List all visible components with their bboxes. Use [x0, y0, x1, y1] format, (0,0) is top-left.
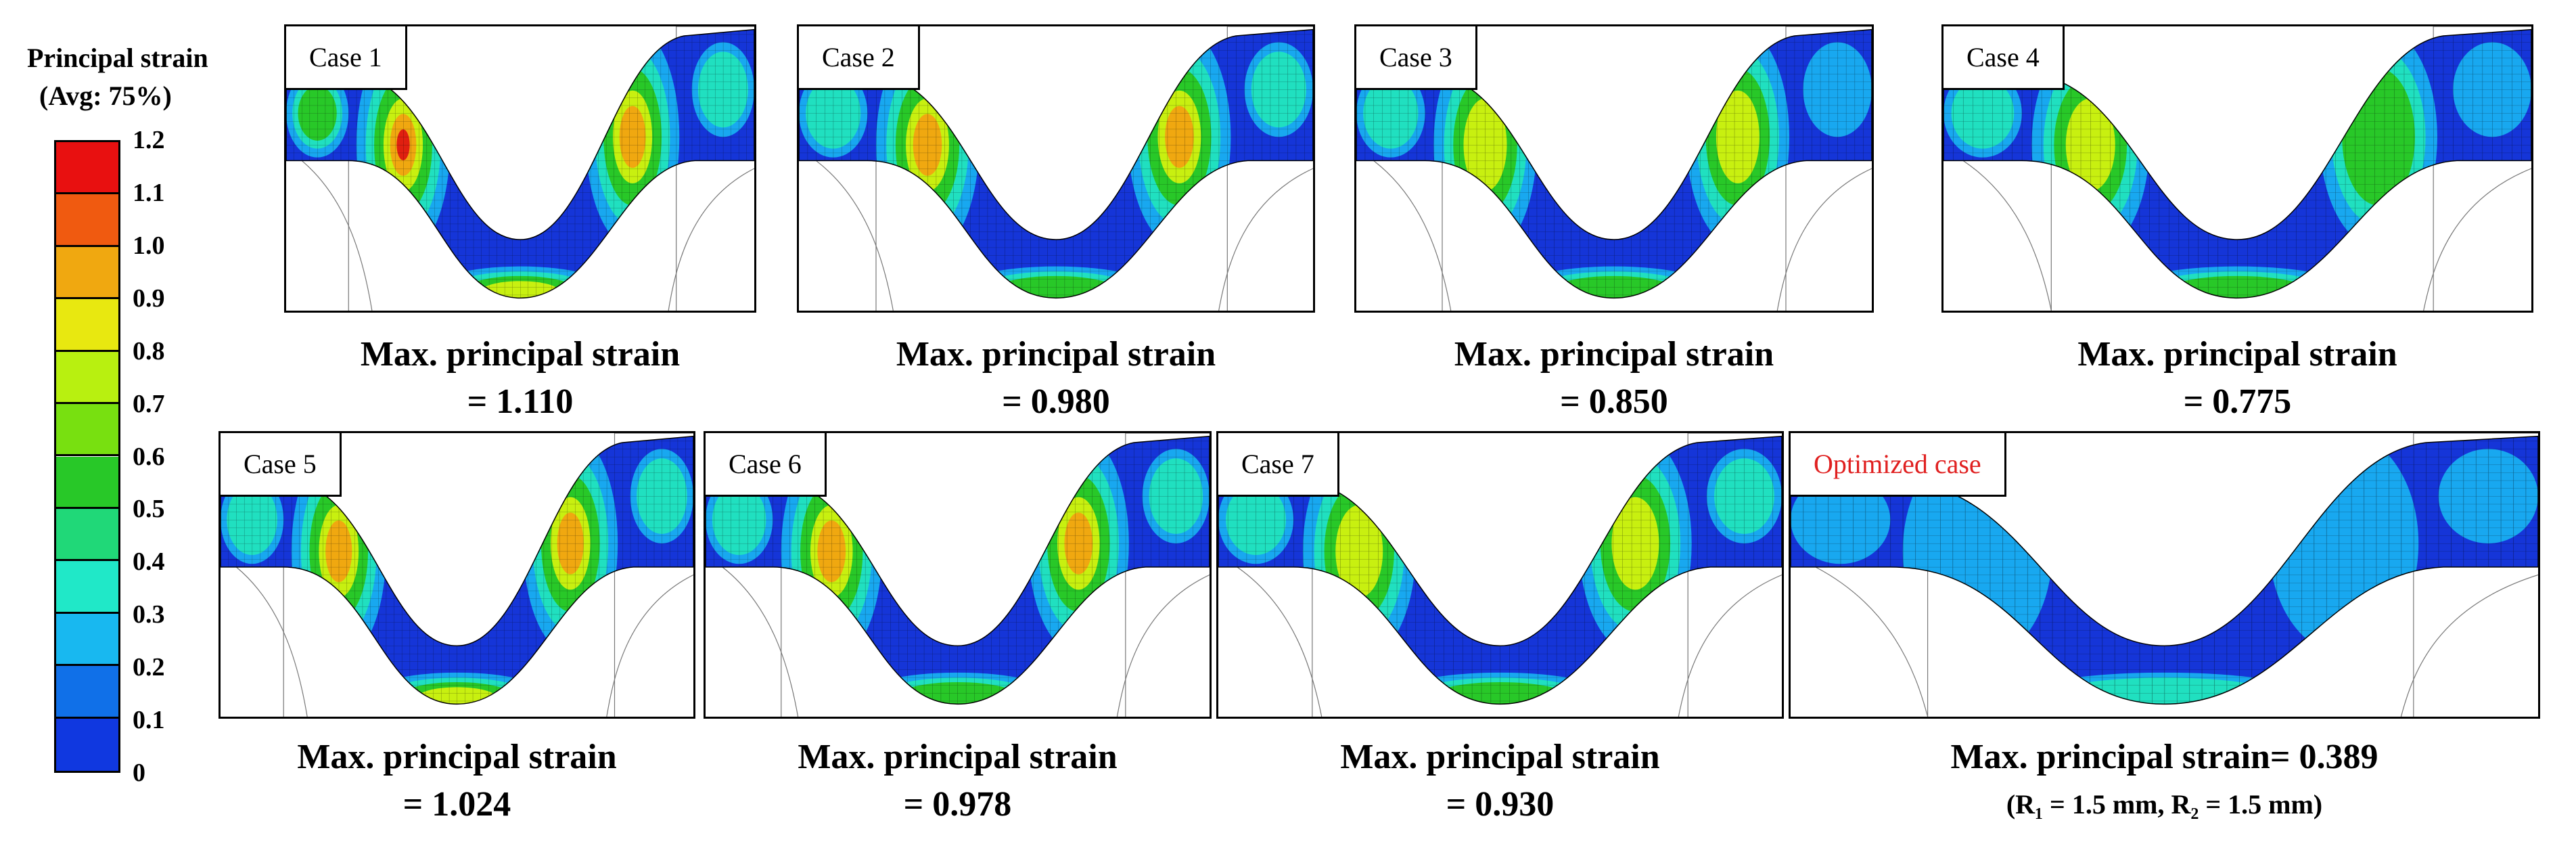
panel-label: Case 4	[1944, 26, 2065, 90]
caption-line2: = 0.775	[2183, 382, 2292, 421]
colorbar-label: 0	[133, 759, 145, 787]
strip-outline	[799, 30, 1313, 298]
colorbar-label: 0.1	[133, 706, 165, 735]
colorbar-label: 1.1	[133, 178, 165, 207]
colorbar-label: 0.4	[133, 547, 165, 577]
fe-panel: Case 3	[1354, 24, 1874, 313]
caption-line1: Max. principal strain	[1454, 335, 1774, 374]
panel-label: Case 6	[706, 433, 827, 497]
strip-outline	[1944, 30, 2531, 298]
colorbar-label: 1.0	[133, 231, 165, 260]
caption-line2: = 0.978	[903, 785, 1012, 824]
caption-line1: Max. principal strain= 0.389	[1950, 738, 2378, 776]
caption-line2: = 0.850	[1560, 382, 1668, 421]
legend-title: Principal strain	[27, 43, 208, 73]
die-arc	[1963, 160, 2531, 311]
caption-line2: = 0.930	[1446, 785, 1555, 824]
colorbar-label: 1.2	[133, 126, 165, 154]
fe-panel: Case 1	[284, 24, 756, 313]
strip-outline	[1356, 30, 1872, 298]
fe-contour	[799, 26, 1313, 311]
caption-line1: Max. principal strain	[1340, 738, 1660, 776]
fe-panel: Case 6	[704, 431, 1212, 719]
colorbar-band	[56, 613, 118, 667]
caption-line1: Max. principal strain	[798, 738, 1118, 776]
fe-contour	[1218, 433, 1782, 717]
caption-line2: = 0.980	[1002, 382, 1110, 421]
die-arc	[816, 160, 1313, 311]
colorbar	[54, 140, 120, 773]
fe-contour	[286, 26, 754, 311]
caption-line1: Max. principal strain	[297, 738, 617, 776]
fe-panel: Case 5	[218, 431, 695, 719]
strip-outline	[1791, 437, 2538, 704]
panel-label: Case 3	[1356, 26, 1477, 90]
colorbar-label: 0.8	[133, 336, 165, 365]
die-arc	[1237, 567, 1782, 717]
colorbar-band	[56, 456, 118, 509]
legend-subtitle: (Avg: 75%)	[39, 81, 172, 111]
panel-label: Case 5	[221, 433, 342, 497]
panel-label: Optimized case	[1791, 433, 2006, 497]
colorbar-label: 0.2	[133, 653, 165, 682]
die-arc	[302, 160, 754, 311]
panel-label: Case 7	[1218, 433, 1339, 497]
strip-outline	[706, 437, 1210, 704]
fe-panel: Case 2	[797, 24, 1315, 313]
die-arc	[236, 567, 693, 717]
die-arc	[722, 567, 1210, 717]
colorbar-band	[56, 142, 118, 195]
panel-label: Case 2	[799, 26, 920, 90]
colorbar-label: 0.5	[133, 495, 165, 524]
fe-panel: Case 7	[1216, 431, 1784, 719]
colorbar-band	[56, 351, 118, 405]
fe-panel: Optimized case	[1789, 431, 2540, 719]
caption-line2: = 1.110	[467, 382, 574, 421]
panel-label: Case 1	[286, 26, 407, 90]
caption-line1: Max. principal strain	[2077, 335, 2397, 374]
colorbar-label: 0.7	[133, 389, 165, 418]
colorbar-band	[56, 508, 118, 562]
colorbar-band	[56, 299, 118, 352]
colorbar-band	[56, 246, 118, 300]
die-arc	[1373, 160, 1872, 311]
caption-line1: Max. principal strain	[360, 335, 681, 374]
fe-panel: Case 4	[1941, 24, 2533, 313]
caption-line2: = 1.024	[402, 785, 511, 824]
colorbar-band	[56, 404, 118, 457]
caption-line1: Max. principal strain	[896, 335, 1216, 374]
strip-outline	[221, 437, 693, 704]
colorbar-band	[56, 561, 118, 614]
strip-outline	[286, 30, 754, 298]
caption-line2: (R₁ = 1.5 mm, R₂ = 1.5 mm)	[2006, 789, 2323, 820]
colorbar-label: 0.3	[133, 600, 165, 629]
colorbar-band	[56, 194, 118, 247]
colorbar-label: 0.9	[133, 284, 165, 313]
colorbar-label: 0.6	[133, 442, 165, 471]
strip-outline	[1218, 437, 1782, 704]
colorbar-band	[56, 718, 118, 771]
colorbar-band	[56, 666, 118, 719]
fe-contour	[1944, 26, 2531, 311]
die-arc	[1816, 567, 2538, 717]
